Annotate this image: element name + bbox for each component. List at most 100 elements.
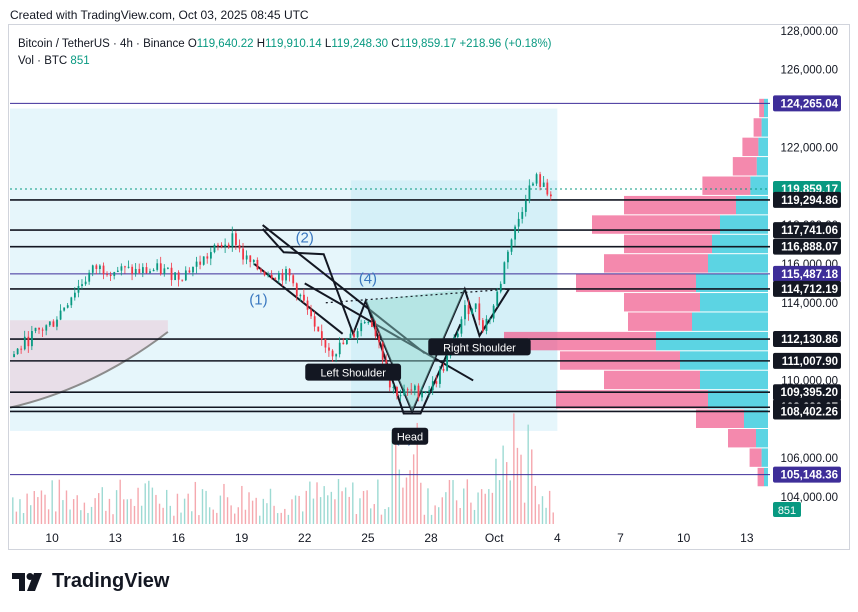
volume-bar xyxy=(480,489,483,524)
neckline-dotted xyxy=(325,288,509,304)
volume-bar xyxy=(484,493,486,524)
volume-bar xyxy=(280,512,282,524)
price-tag: 109,395.20 xyxy=(780,387,838,399)
symbol-label[interactable]: Bitcoin / TetherUS · 4h · Binance xyxy=(18,38,185,50)
volume-bar xyxy=(76,495,78,524)
volume-tag-bg xyxy=(773,502,801,517)
volume-bar xyxy=(83,502,86,524)
price-tag: 114,712.19 xyxy=(781,284,838,296)
candle-body xyxy=(217,244,219,246)
x-tick-label: 25 xyxy=(361,531,375,545)
volume-bar xyxy=(37,497,39,524)
vp-bar-down xyxy=(759,98,764,118)
tradingview-logo[interactable]: TradingView xyxy=(12,570,169,593)
y-tick-label: 122,000.00 xyxy=(780,142,838,154)
candle-body xyxy=(66,305,69,308)
candle-body xyxy=(524,200,527,212)
candle-body xyxy=(106,273,109,275)
candle-body xyxy=(109,274,112,277)
candle-body xyxy=(156,263,159,270)
candle-body xyxy=(278,273,280,280)
volume-bar xyxy=(19,499,21,524)
candle-body xyxy=(539,174,542,187)
volume-bar xyxy=(391,431,393,524)
candle-body xyxy=(288,269,291,276)
candle-body xyxy=(514,226,517,240)
volume-bar xyxy=(191,511,193,524)
candle-body xyxy=(331,350,334,357)
vp-bar-down xyxy=(604,370,700,390)
candle-body xyxy=(45,325,48,331)
candle-body xyxy=(496,291,499,306)
vp-bar-down xyxy=(624,195,736,215)
volume-bar xyxy=(337,479,340,524)
volume-bar xyxy=(241,485,243,524)
vp-bar-up xyxy=(744,409,768,428)
volume-bar xyxy=(459,508,461,524)
price-tag: 108,402.26 xyxy=(780,406,838,418)
vp-bar-down xyxy=(753,118,762,137)
volume-profile xyxy=(504,98,768,487)
volume-bar xyxy=(226,497,229,524)
volume-bar xyxy=(140,505,143,524)
volume-bar xyxy=(208,507,211,524)
volume-bar xyxy=(423,514,426,524)
pattern-tag: Left Shoulder xyxy=(320,368,386,380)
low-label: L xyxy=(324,38,332,50)
volume-bar xyxy=(552,512,554,524)
vp-bar-up xyxy=(700,370,768,390)
candle-body xyxy=(396,386,398,397)
volume-bar xyxy=(244,509,247,524)
volume-bar xyxy=(452,480,454,524)
candle-body xyxy=(231,233,234,247)
y-tick-label: 104,000.00 xyxy=(780,492,838,504)
candle-body xyxy=(320,331,323,340)
volume-bar xyxy=(155,494,157,524)
volume-bar xyxy=(80,510,82,524)
vp-bar-up xyxy=(656,331,768,351)
candle-body xyxy=(48,321,51,326)
volume-bar xyxy=(473,509,476,524)
candle-body xyxy=(181,279,184,281)
candle-body xyxy=(285,269,287,281)
candle-body xyxy=(174,272,177,281)
neckline-channel xyxy=(304,282,474,382)
candle-body xyxy=(439,368,441,384)
wave-label: (1) xyxy=(249,292,267,309)
volume-bar xyxy=(94,498,96,524)
vp-bar-down xyxy=(624,293,700,312)
candle-body xyxy=(417,385,420,398)
x-tick-label: 16 xyxy=(172,531,186,545)
volume-bar xyxy=(395,434,397,524)
candle-body xyxy=(206,256,209,259)
volume-bar xyxy=(90,506,93,524)
candle-body xyxy=(406,389,409,391)
volume-bar xyxy=(276,513,279,524)
volume-bar xyxy=(216,512,218,524)
candle-body xyxy=(342,342,345,345)
candle-body xyxy=(224,244,227,247)
arc-line xyxy=(9,331,169,409)
vp-bar-down xyxy=(504,331,656,351)
vp-bar-up xyxy=(700,293,768,312)
candle-body xyxy=(507,251,509,263)
volume-bar xyxy=(309,481,311,524)
brand-name: TradingView xyxy=(52,570,170,592)
candle-body xyxy=(482,320,484,331)
wave-label: (2) xyxy=(296,230,314,247)
candle-body xyxy=(442,368,445,371)
volume-bar xyxy=(427,488,429,524)
candle-body xyxy=(249,255,252,263)
x-tick-label: 7 xyxy=(617,531,624,545)
x-tick-label: 28 xyxy=(424,531,438,545)
volume-bar xyxy=(22,513,25,524)
vp-bar-down xyxy=(604,254,708,273)
price-tag: 117,741.06 xyxy=(781,225,838,237)
volume-label[interactable]: Vol · BTC xyxy=(18,55,68,67)
candle-body xyxy=(353,333,355,338)
volume-bar xyxy=(434,505,436,524)
vp-bar-up xyxy=(708,390,768,409)
volume-bar xyxy=(294,495,297,524)
candle-body xyxy=(31,331,33,347)
